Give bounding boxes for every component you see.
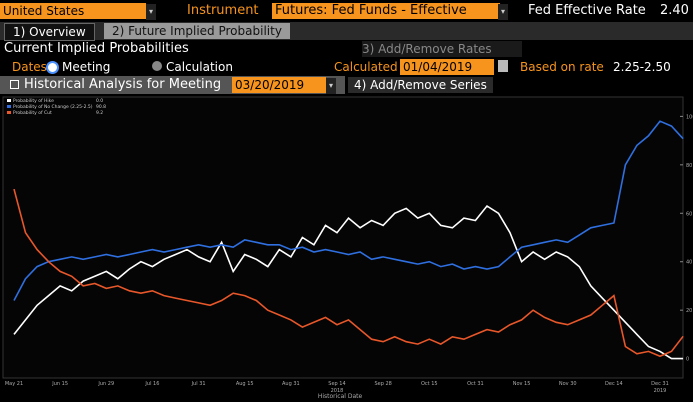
legend-swatch [7, 105, 11, 108]
x-tick-label: Dec 31 [651, 381, 669, 387]
x-tick-label: Sep 28 [374, 381, 391, 387]
y-tick-label: 80 [686, 163, 692, 169]
x-tick-label: Jun 15 [51, 381, 68, 387]
series-line [13, 204, 684, 360]
x-tick-label: Sep 14 [328, 381, 345, 387]
legend-value: 90.8 [96, 104, 106, 110]
calculated-field[interactable]: 01/04/2019 [400, 59, 494, 75]
x-year-label: 2019 [654, 388, 667, 394]
dropdown[interactable]: ▾ [146, 4, 157, 20]
radio[interactable] [152, 61, 162, 71]
x-tick-label: May 21 [5, 381, 23, 387]
add-series-button[interactable]: 4) Add/Remove Series [348, 77, 493, 93]
x-year-label: 2018 [331, 388, 344, 394]
legend-value: 0.0 [96, 98, 103, 104]
checkbox[interactable] [10, 80, 19, 89]
y-tick-label: 20 [686, 308, 692, 314]
instrument-field[interactable]: Futures: Fed Funds - Effective [272, 3, 500, 19]
series-line [13, 120, 684, 301]
dates-label: Dates [12, 60, 47, 74]
rate-label: Fed Effective Rate [528, 3, 646, 18]
tab[interactable]: 1) Overview [4, 23, 95, 41]
analysis-title: Historical Analysis for Meeting [24, 77, 222, 92]
chart: Historical Date 2018 2019 0 20 40 60 80 100 Ma… [2, 96, 693, 400]
y-tick-label: 100 [686, 114, 693, 120]
x-tick-label: Jun 29 [97, 381, 114, 387]
x-tick-label: Jul 31 [191, 381, 206, 387]
radio-label: Calculation [166, 60, 233, 74]
dropdown[interactable]: ▾ [326, 78, 337, 94]
legend-label: Probability of Cut [13, 110, 52, 116]
radio-label: Meeting [62, 60, 111, 74]
x-tick-label: Dec 14 [605, 381, 623, 387]
legend-label: Probability of Hike [13, 98, 54, 104]
x-tick-label: Nov 15 [513, 381, 531, 387]
based-label: Based on rate [520, 60, 604, 74]
calculated-label: Calculated [334, 60, 398, 74]
instrument-label: Instrument [187, 3, 259, 18]
legend-swatch [7, 111, 11, 114]
x-tick-label: Jul 16 [144, 381, 159, 387]
legend-swatch [7, 99, 11, 102]
series-line [13, 188, 684, 358]
dropdown[interactable]: ▾ [498, 4, 509, 20]
x-tick-label: Aug 31 [282, 381, 300, 387]
x-tick-label: Nov 30 [559, 381, 577, 387]
tab[interactable]: 2) Future Implied Probability [104, 23, 290, 39]
add-rates-button[interactable]: 3) Add/Remove Rates [362, 41, 522, 57]
based-value: 2.25-2.50 [613, 60, 671, 74]
y-tick-label: 60 [686, 211, 692, 217]
calendar-icon[interactable] [498, 60, 508, 72]
section-title: Current Implied Probabilities [4, 41, 189, 56]
x-tick-label: Oct 31 [467, 381, 484, 387]
legend-value: 9.2 [96, 110, 103, 116]
legend-label: Probability of No Change (2.25-2.5) [13, 104, 93, 110]
y-tick-label: 40 [686, 260, 692, 266]
x-tick-label: Aug 15 [236, 381, 254, 387]
country-field[interactable]: United States [0, 3, 146, 19]
rate-value: 2.40 [660, 3, 689, 18]
radio-selected[interactable] [46, 61, 59, 74]
plot-area [2, 96, 684, 379]
x-tick-label: Oct 15 [421, 381, 438, 387]
meeting-field[interactable]: 03/20/2019 [232, 77, 326, 93]
x-axis-title: Historical Date [318, 393, 363, 400]
y-tick-label: 0 [686, 357, 689, 363]
